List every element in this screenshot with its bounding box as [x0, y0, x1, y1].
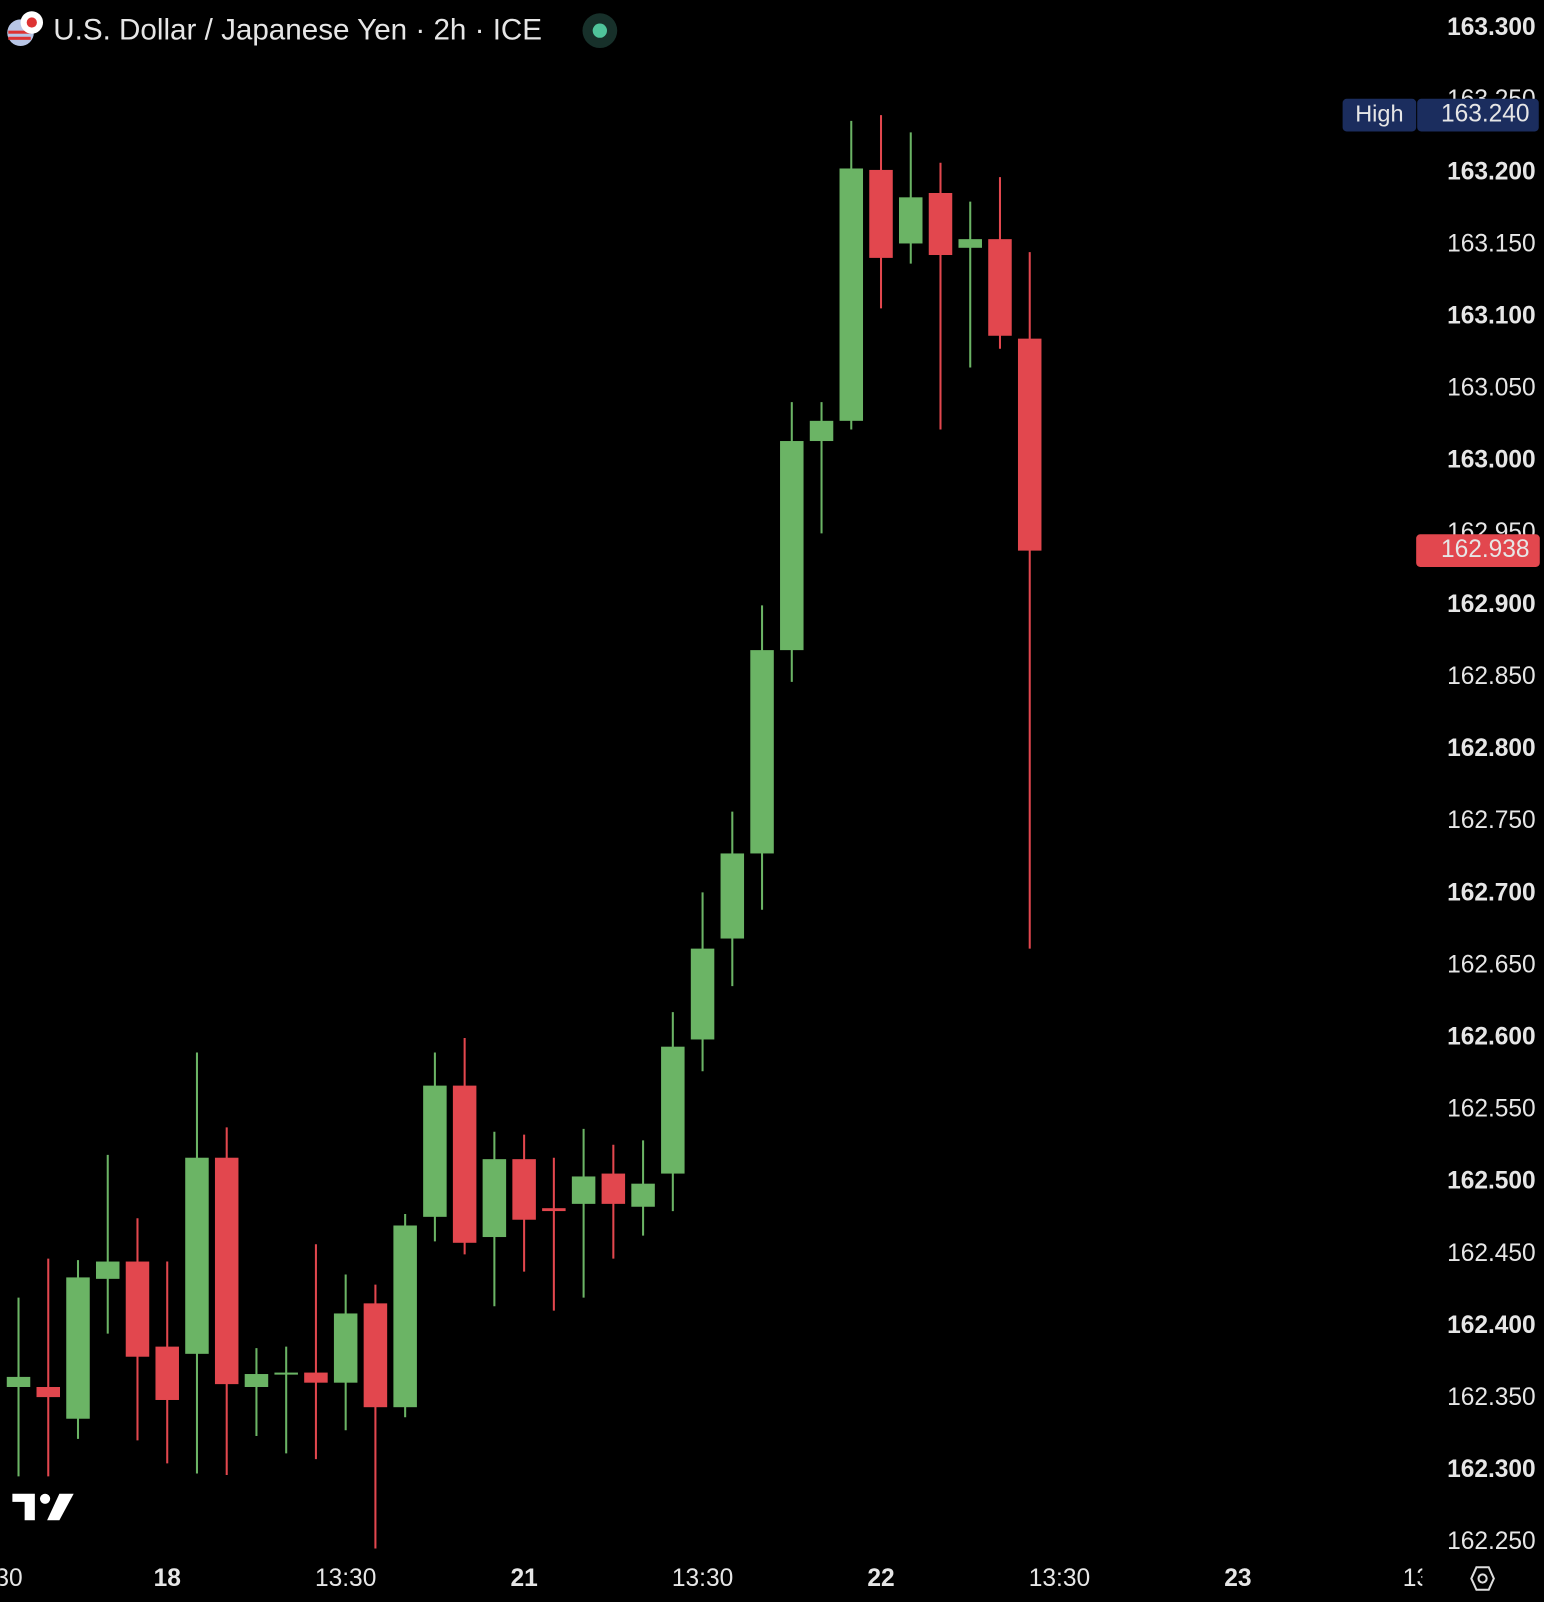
- x-tick-label: 13:30: [672, 1565, 733, 1592]
- candle-body: [1017, 338, 1042, 551]
- settings-icon[interactable]: [1470, 1566, 1495, 1591]
- candle-body: [809, 420, 834, 442]
- symbol-icon: [7, 11, 44, 46]
- y-tick-label: 162.750: [1447, 807, 1536, 834]
- y-tick-label: 162.850: [1447, 663, 1536, 690]
- y-tick-label: 162.800: [1447, 735, 1536, 762]
- candle-body: [36, 1387, 61, 1398]
- candle-body: [244, 1374, 269, 1388]
- x-tick-label: 13:30: [315, 1565, 376, 1592]
- candle-body: [988, 239, 1012, 336]
- candle-body: [571, 1176, 596, 1204]
- candle-body: [274, 1372, 298, 1375]
- candle-body: [750, 650, 774, 854]
- y-tick-label: 162.500: [1447, 1168, 1536, 1195]
- x-tick-label: 22: [867, 1565, 894, 1592]
- candle-body: [423, 1085, 447, 1217]
- x-tick-label: 23: [1224, 1565, 1251, 1592]
- y-tick-label: 163.300: [1447, 14, 1536, 41]
- tradingview-logo: [12, 1493, 74, 1521]
- y-tick-label: 162.300: [1447, 1456, 1536, 1483]
- candle-body: [125, 1261, 150, 1357]
- x-tick-label: 13: [1403, 1565, 1430, 1592]
- candles: [6, 115, 1042, 1549]
- y-tick-label: 163.150: [1447, 230, 1536, 257]
- candle-body: [542, 1208, 566, 1212]
- high-tag-label: High: [1355, 100, 1403, 126]
- y-tick-label: 162.350: [1447, 1384, 1536, 1411]
- y-tick-label: 163.200: [1447, 158, 1536, 185]
- candle-body: [185, 1157, 209, 1354]
- last-price-tag: 162.938: [1441, 536, 1530, 563]
- candle-body: [839, 168, 864, 421]
- candle-body: [363, 1303, 388, 1408]
- high-tag-label-bg: [1342, 98, 1417, 132]
- candle-body: [6, 1376, 31, 1388]
- candle-body: [958, 239, 982, 248]
- candle-body: [661, 1046, 685, 1174]
- y-tick-label: 162.250: [1447, 1528, 1536, 1555]
- candle-body: [95, 1261, 120, 1279]
- candle-body: [66, 1277, 90, 1419]
- y-tick-label: 162.550: [1447, 1096, 1536, 1123]
- candle-body: [720, 853, 745, 939]
- y-tick-label: 162.600: [1447, 1024, 1536, 1051]
- candle-body: [690, 948, 715, 1040]
- candle-body: [780, 441, 804, 651]
- candle-body: [333, 1313, 358, 1383]
- x-tick-label: 18: [154, 1565, 181, 1592]
- candle-body: [482, 1159, 507, 1238]
- x-tick-label: 13:30: [1029, 1565, 1090, 1592]
- y-tick-label: 163.000: [1447, 447, 1536, 474]
- candle-body: [899, 197, 923, 244]
- candle-body: [452, 1085, 477, 1243]
- x-tick-label: 21: [510, 1565, 537, 1592]
- high-tag-value: 163.240: [1441, 101, 1530, 128]
- last-price-tag-bg: [1416, 534, 1540, 567]
- y-tick-label: 162.900: [1447, 591, 1536, 618]
- status-dot: [592, 23, 607, 38]
- y-tick-label: 162.400: [1447, 1312, 1536, 1339]
- candle-body: [601, 1173, 626, 1204]
- y-tick-label: 162.650: [1447, 951, 1536, 978]
- candle-body: [304, 1372, 328, 1383]
- y-axis: 163.300163.250163.200163.150163.100163.0…: [1342, 14, 1540, 1555]
- candle-body: [512, 1159, 536, 1220]
- candle-body: [155, 1346, 179, 1400]
- chart-title: U.S. Dollar / Japanese Yen · 2h · ICE: [53, 14, 542, 47]
- x-axis: 30 18 13:30 21 13:30 22 13:30 23 13: [0, 1565, 1430, 1592]
- candle-body: [869, 169, 893, 258]
- x-tick-label: 30: [0, 1565, 23, 1592]
- y-tick-label: 162.700: [1447, 879, 1536, 906]
- y-tick-label: 163.050: [1447, 375, 1536, 402]
- candle-body: [214, 1157, 239, 1385]
- candle-body: [928, 192, 953, 256]
- high-tag-value-bg: [1417, 98, 1539, 132]
- candle-body: [631, 1183, 655, 1207]
- candle-body: [393, 1225, 417, 1408]
- y-tick-label: 162.450: [1447, 1240, 1536, 1267]
- y-tick-label: 163.100: [1447, 302, 1536, 329]
